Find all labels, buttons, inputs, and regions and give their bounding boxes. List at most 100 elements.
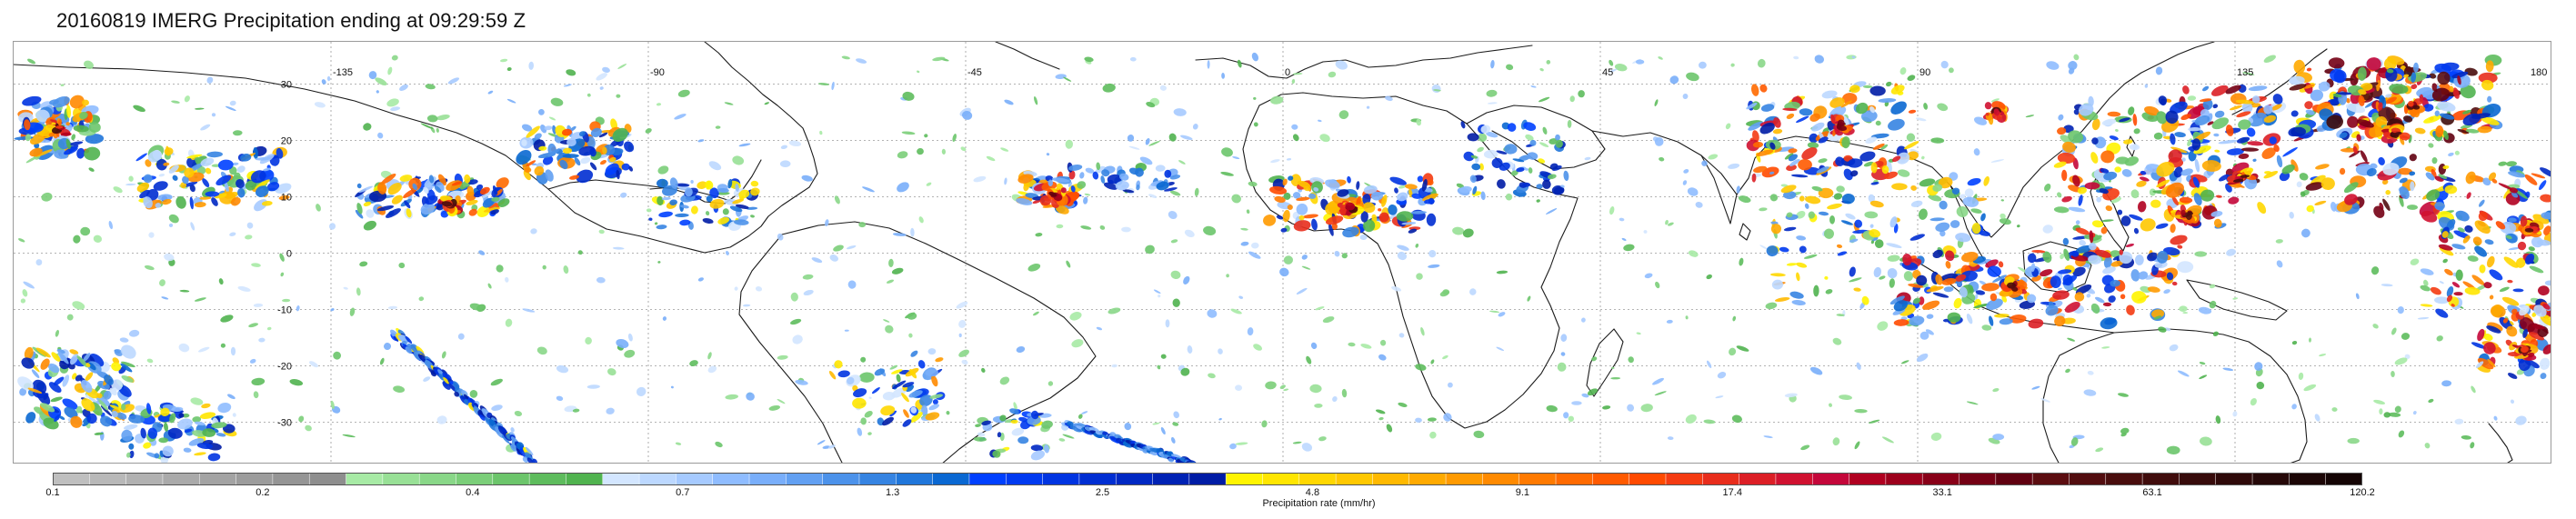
precipitation-cell xyxy=(2506,161,2517,167)
precipitation-cell xyxy=(136,182,150,193)
precipitation-cell xyxy=(1248,251,1261,259)
precipitation-cell xyxy=(1183,275,1190,284)
precipitation-cell xyxy=(153,181,168,191)
precipitation-cell xyxy=(2040,398,2050,403)
precipitation-cell xyxy=(540,125,547,134)
precipitation-cell xyxy=(120,363,133,373)
precipitation-cell xyxy=(114,349,124,356)
precipitation-cell xyxy=(447,77,460,85)
precipitation-cell xyxy=(1669,75,1679,85)
precipitation-cell xyxy=(1950,220,1960,228)
precipitation-cell xyxy=(2119,249,2124,255)
precipitation-cell xyxy=(2522,328,2528,338)
precipitation-cell xyxy=(2075,284,2092,295)
precipitation-cell xyxy=(1370,191,1383,201)
precipitation-cell xyxy=(2193,193,2202,206)
precipitation-cell xyxy=(2462,109,2471,115)
precipitation-cell xyxy=(1916,353,1929,363)
precipitation-cell xyxy=(2477,357,2494,370)
precipitation-cell xyxy=(2508,246,2521,251)
precipitation-cell xyxy=(1168,133,1177,142)
precipitation-cell xyxy=(1635,59,1645,65)
precipitation-cell xyxy=(544,125,553,131)
precipitation-cell xyxy=(1955,233,1971,243)
precipitation-cell xyxy=(1491,157,1503,169)
precipitation-cell xyxy=(1877,321,1889,331)
precipitation-cell xyxy=(2073,109,2080,115)
precipitation-cell xyxy=(628,165,634,172)
precipitation-cell xyxy=(817,83,829,85)
precipitation-cell xyxy=(896,374,901,383)
precipitation-cell xyxy=(1798,158,1812,171)
precipitation-cell xyxy=(442,372,450,381)
colorbar-swatch xyxy=(1885,473,1923,485)
precipitation-cell xyxy=(399,175,413,182)
precipitation-cell xyxy=(566,137,576,147)
precipitation-cell xyxy=(1293,220,1311,232)
precipitation-cell xyxy=(1748,121,1764,131)
precipitation-cell xyxy=(2079,103,2094,116)
precipitation-cell xyxy=(1298,215,1305,221)
precipitation-cell xyxy=(2537,239,2551,246)
precipitation-cell xyxy=(1415,243,1419,248)
precipitation-cell xyxy=(1269,185,1288,195)
precipitation-cell xyxy=(161,296,169,300)
precipitation-cell xyxy=(2420,268,2434,275)
precipitation-cell xyxy=(2291,404,2297,410)
precipitation-cell xyxy=(253,303,264,307)
precipitation-cell xyxy=(1253,122,1258,127)
precipitation-cell xyxy=(1840,100,1852,108)
precipitation-cell xyxy=(1172,298,1180,307)
precipitation-cell xyxy=(1906,133,1916,142)
precipitation-cell xyxy=(1989,315,1994,326)
longitude-label: 180 xyxy=(2531,67,2547,78)
precipitation-cell xyxy=(316,204,321,212)
precipitation-cell xyxy=(1640,404,1653,413)
precipitation-cell xyxy=(1303,185,1311,192)
precipitation-cell xyxy=(1429,431,1437,439)
precipitation-cell xyxy=(1386,424,1393,433)
precipitation-cell xyxy=(2214,149,2220,153)
precipitation-cell xyxy=(1813,284,1819,297)
precipitation-cell xyxy=(261,201,273,206)
precipitation-cell xyxy=(384,343,391,350)
precipitation-cell xyxy=(405,335,413,344)
precipitation-cell xyxy=(1738,195,1751,204)
precipitation-cell xyxy=(1975,290,1986,295)
precipitation-cell xyxy=(1736,185,1740,194)
precipitation-cell xyxy=(1654,137,1664,146)
precipitation-cell xyxy=(1591,356,1598,362)
precipitation-cell xyxy=(1930,137,1945,144)
precipitation-cell xyxy=(1849,277,1862,283)
precipitation-cell xyxy=(25,412,36,424)
precipitation-cell xyxy=(2540,315,2551,326)
precipitation-cell xyxy=(1226,274,1229,278)
precipitation-cell xyxy=(83,353,91,362)
precipitation-cell xyxy=(1910,185,1917,191)
precipitation-cell xyxy=(2394,357,2408,365)
precipitation-cell xyxy=(2179,305,2188,313)
precipitation-cell xyxy=(1578,90,1585,98)
precipitation-cell xyxy=(1296,196,1310,202)
precipitation-cell xyxy=(689,360,698,367)
precipitation-cell xyxy=(2222,367,2234,372)
precipitation-cell xyxy=(1706,274,1712,280)
precipitation-cell xyxy=(1046,153,1050,156)
precipitation-cell xyxy=(2345,103,2366,114)
precipitation-cell xyxy=(479,411,488,419)
precipitation-cell xyxy=(2520,215,2528,227)
precipitation-cell xyxy=(188,437,205,446)
precipitation-cell xyxy=(2275,239,2283,244)
colorbar-swatch xyxy=(53,473,91,485)
precipitation-cell xyxy=(1536,184,1543,189)
precipitation-cell xyxy=(1881,165,1889,175)
precipitation-cell xyxy=(1782,107,1798,112)
precipitation-cell xyxy=(2242,72,2255,75)
precipitation-cell xyxy=(1779,246,1789,253)
precipitation-cell xyxy=(2249,112,2268,127)
precipitation-cell xyxy=(2045,304,2059,316)
precipitation-cell xyxy=(2510,399,2515,404)
precipitation-cell xyxy=(1194,187,1199,197)
precipitation-cell xyxy=(1854,441,1860,450)
precipitation-cell xyxy=(2358,89,2367,95)
